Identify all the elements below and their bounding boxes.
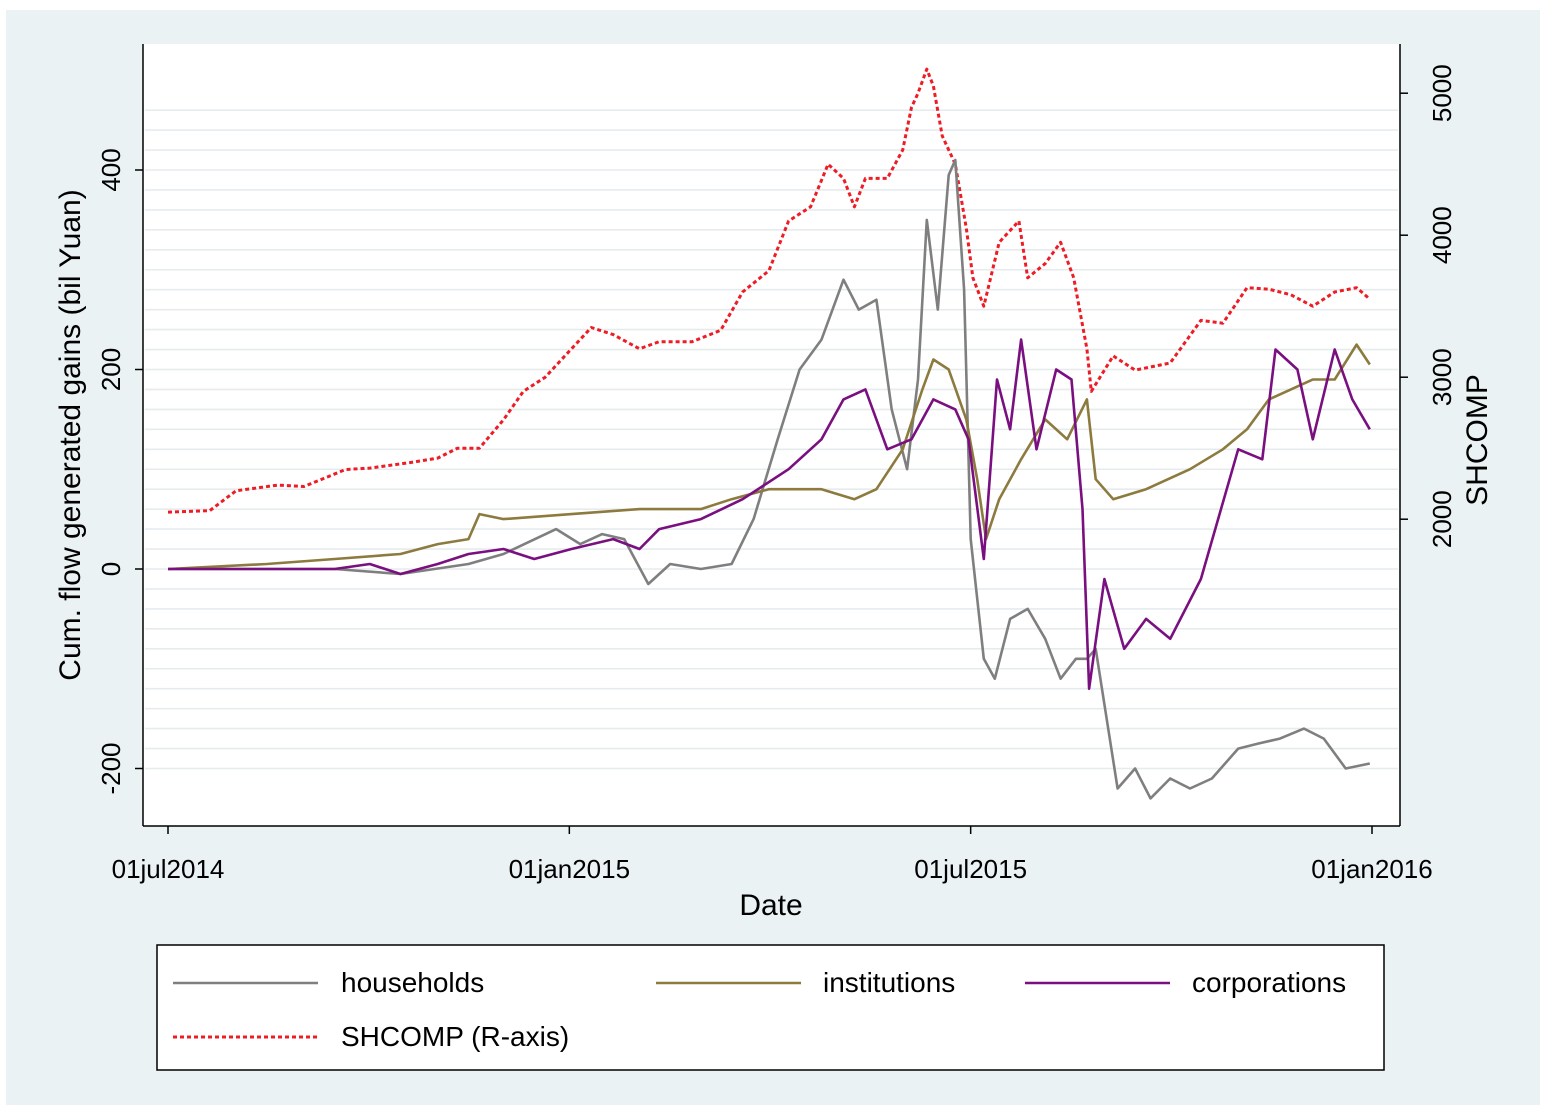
- series-households-line: [168, 158, 1371, 800]
- series-shcomp-line: [167, 67, 1371, 514]
- series-corporations-line: [168, 338, 1371, 691]
- y-tick-label: 200: [96, 348, 126, 391]
- y-axis-title-left: Cum. flow generated gains (bil Yuan): [54, 189, 87, 680]
- gridlines: [145, 109, 1398, 770]
- x-tick-label: 01jul2014: [112, 854, 225, 884]
- x-tick-label: 01jul2015: [914, 854, 1027, 884]
- legend-label: SHCOMP (R-axis): [341, 1021, 569, 1052]
- y2-tick-label: 3000: [1427, 348, 1457, 406]
- y-tick-label: 400: [96, 148, 126, 191]
- y2-tick-label: 2000: [1427, 490, 1457, 548]
- series-layer: [167, 67, 1371, 800]
- ticks: -200 0 200 400 2000 3000 4000 5000 01jul2014 01ja…: [96, 64, 1457, 884]
- legend-label: households: [341, 967, 484, 998]
- x-tick-label: 01jan2015: [509, 854, 630, 884]
- axes: [142, 44, 1401, 827]
- legend-label: corporations: [1192, 967, 1346, 998]
- y2-tick-label: 5000: [1427, 64, 1457, 122]
- legend-box: [156, 944, 1385, 1071]
- y-axis-title-right: SHCOMP: [1461, 374, 1494, 506]
- y2-tick-label: 4000: [1427, 206, 1457, 264]
- x-axis-title: Date: [739, 889, 802, 922]
- series-institutions-line: [167, 343, 1371, 571]
- x-tick-label: 01jan2016: [1311, 854, 1432, 884]
- plot-area: [143, 44, 1400, 826]
- legend-label: institutions: [823, 967, 955, 998]
- y-tick-label: -200: [96, 742, 126, 794]
- y-tick-label: 0: [96, 562, 126, 576]
- legend: households institutions corporations SHCOMP…: [156, 944, 1385, 1071]
